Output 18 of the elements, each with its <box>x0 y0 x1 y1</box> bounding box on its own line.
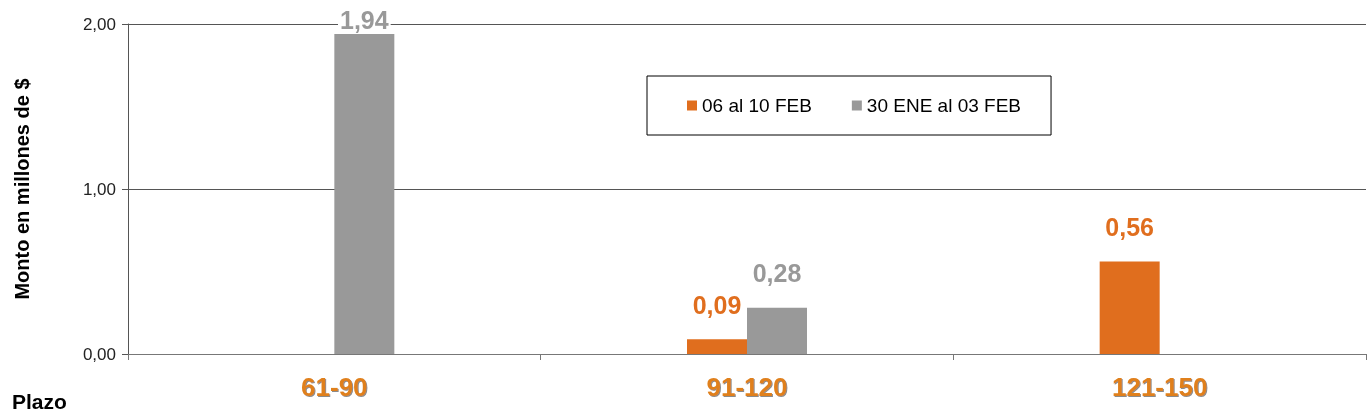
y-tick-label: 0,00 <box>82 344 116 364</box>
x-axis-title: Plazo <box>12 390 67 413</box>
y-axis-title: Monto en millones de $ <box>11 78 33 300</box>
bar <box>334 33 395 354</box>
legend-label: 30 ENE al 03 FEB <box>866 95 1022 116</box>
legend-label: 06 al 10 FEB <box>702 95 812 116</box>
bar <box>1099 261 1160 354</box>
y-tick-label: 2,00 <box>82 14 116 34</box>
data-label: 1,94 <box>340 6 389 35</box>
bar <box>747 307 807 354</box>
x-tick-label: 121-150 <box>1111 372 1208 402</box>
x-tick-label: 91-120 <box>706 372 788 402</box>
y-tick-label: 1,00 <box>82 179 116 199</box>
data-label: 0,28 <box>752 259 802 288</box>
x-tick-label: 61-90 <box>301 372 368 402</box>
bar <box>687 339 747 354</box>
data-label: 0,09 <box>692 290 742 319</box>
data-label: 0,56 <box>1105 213 1154 242</box>
